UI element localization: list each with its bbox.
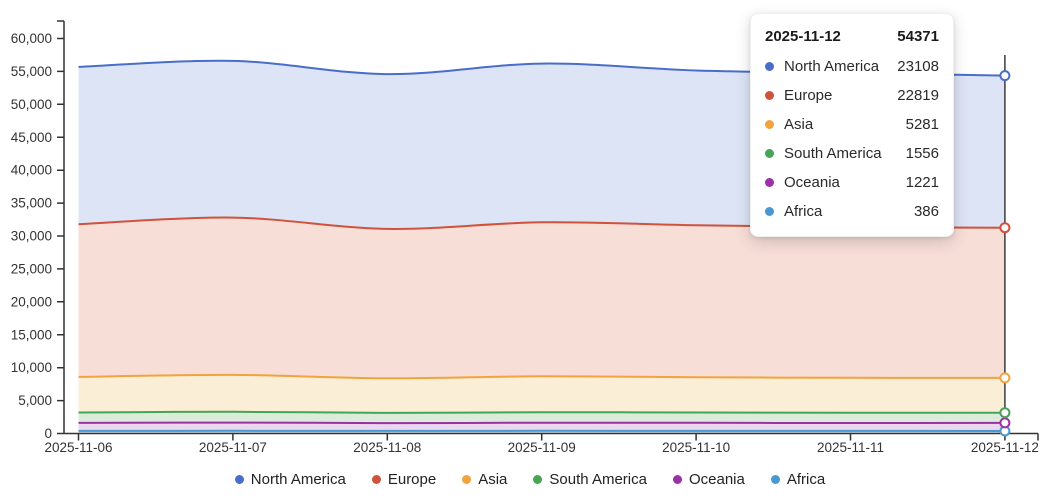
legend-label: South America: [549, 471, 647, 488]
tooltip-series-value: 5281: [905, 116, 939, 133]
tooltip-series-label: North America: [784, 58, 880, 75]
series-color-dot-icon: [765, 178, 774, 187]
tooltip-series-label: Oceania: [784, 174, 840, 191]
tooltip-row: Europe 22819: [765, 81, 939, 110]
y-tick-label: 50,000: [11, 97, 52, 112]
area-band-asia: [78, 374, 1005, 413]
legend-dot-icon: [533, 475, 543, 484]
x-axis: [64, 432, 1039, 441]
hover-marker-asia: [999, 372, 1011, 384]
legend-dot-icon: [462, 475, 472, 484]
x-tick-label: 2025-11-12: [971, 440, 1039, 455]
hover-marker-europe: [999, 222, 1011, 234]
x-tick-label: 2025-11-06: [44, 440, 112, 455]
series-color-dot-icon: [765, 149, 774, 158]
x-tick-label: 2025-11-07: [199, 440, 267, 455]
legend-item-north-america[interactable]: North America: [234, 471, 346, 488]
series-line-oceania: [78, 421, 1005, 425]
legend-label: Europe: [387, 471, 437, 488]
tooltip-rows: North America 23108 Europe 22819 Asia 5281 Sou…: [765, 52, 939, 226]
tooltip-row: Africa 386: [765, 197, 939, 226]
chart-legend: North America Europe Asia South America Ocea…: [0, 471, 1060, 488]
y-tick-label: 30,000: [11, 229, 52, 244]
hover-tooltip: 2025-11-12 54371 North America 23108 Europ…: [750, 13, 954, 237]
legend-item-south-america[interactable]: South America: [533, 471, 647, 488]
legend-item-oceania[interactable]: Oceania: [672, 471, 745, 488]
y-tick-label: 15,000: [11, 327, 52, 342]
tooltip-series-value: 1221: [905, 174, 939, 191]
x-tick-label: 2025-11-11: [817, 440, 884, 455]
tooltip-row: Oceania 1221: [765, 168, 939, 197]
area-band-oceania: [78, 422, 1005, 431]
series-color-dot-icon: [765, 62, 774, 71]
series-color-dot-icon: [765, 120, 774, 129]
y-tick-label: 0: [44, 426, 52, 441]
y-tick-label: 5,000: [18, 393, 52, 408]
y-tick-label: 45,000: [11, 130, 52, 145]
legend-label: Asia: [478, 471, 508, 488]
y-tick-label: 20,000: [11, 294, 52, 309]
tooltip-series-label: Europe: [784, 87, 833, 104]
y-tick-label: 60,000: [11, 31, 52, 46]
legend-item-africa[interactable]: Africa: [770, 471, 826, 488]
hover-marker-south-america: [999, 407, 1011, 419]
x-tick-label: 2025-11-09: [508, 440, 576, 455]
tooltip-series-value: 22819: [897, 87, 939, 104]
y-tick-label: 40,000: [11, 163, 52, 178]
legend-item-asia[interactable]: Asia: [462, 471, 507, 488]
tooltip-series-label: Asia: [784, 116, 814, 133]
y-tick-label: 55,000: [11, 64, 52, 79]
tooltip-series-value: 23108: [897, 58, 939, 75]
legend-dot-icon: [234, 475, 244, 484]
series-line-south-america: [78, 410, 1005, 414]
tooltip-series-label: South America: [784, 145, 882, 162]
hover-marker-north-america: [999, 70, 1011, 82]
series-line-asia: [78, 373, 1005, 380]
legend-label: Africa: [786, 471, 826, 488]
area-band-europe: [78, 217, 1005, 379]
y-axis: [57, 20, 65, 435]
x-tick-label: 2025-11-08: [353, 440, 421, 455]
tooltip-row: North America 23108: [765, 52, 939, 81]
legend-label: Oceania: [688, 471, 745, 488]
legend-dot-icon: [770, 475, 780, 484]
legend-dot-icon: [672, 475, 682, 484]
hover-marker-oceania: [999, 417, 1011, 429]
y-tick-label: 10,000: [11, 360, 52, 375]
tooltip-date: 2025-11-12: [765, 28, 841, 45]
y-tick-label: 35,000: [11, 196, 52, 211]
y-tick-label: 25,000: [11, 261, 52, 276]
tooltip-series-value: 386: [913, 203, 939, 220]
legend-item-europe[interactable]: Europe: [371, 471, 437, 488]
tooltip-total: 54371: [897, 28, 939, 45]
x-tick-label: 2025-11-10: [662, 440, 730, 455]
area-band-south-america: [78, 411, 1005, 424]
series-color-dot-icon: [765, 91, 774, 100]
tooltip-series-label: Africa: [784, 203, 823, 220]
legend-dot-icon: [371, 475, 381, 484]
series-color-dot-icon: [765, 207, 774, 216]
tooltip-row: South America 1556: [765, 139, 939, 168]
tooltip-header: 2025-11-12 54371: [765, 26, 939, 52]
legend-label: North America: [250, 471, 346, 488]
tooltip-row: Asia 5281: [765, 110, 939, 139]
tooltip-series-value: 1556: [905, 145, 939, 162]
